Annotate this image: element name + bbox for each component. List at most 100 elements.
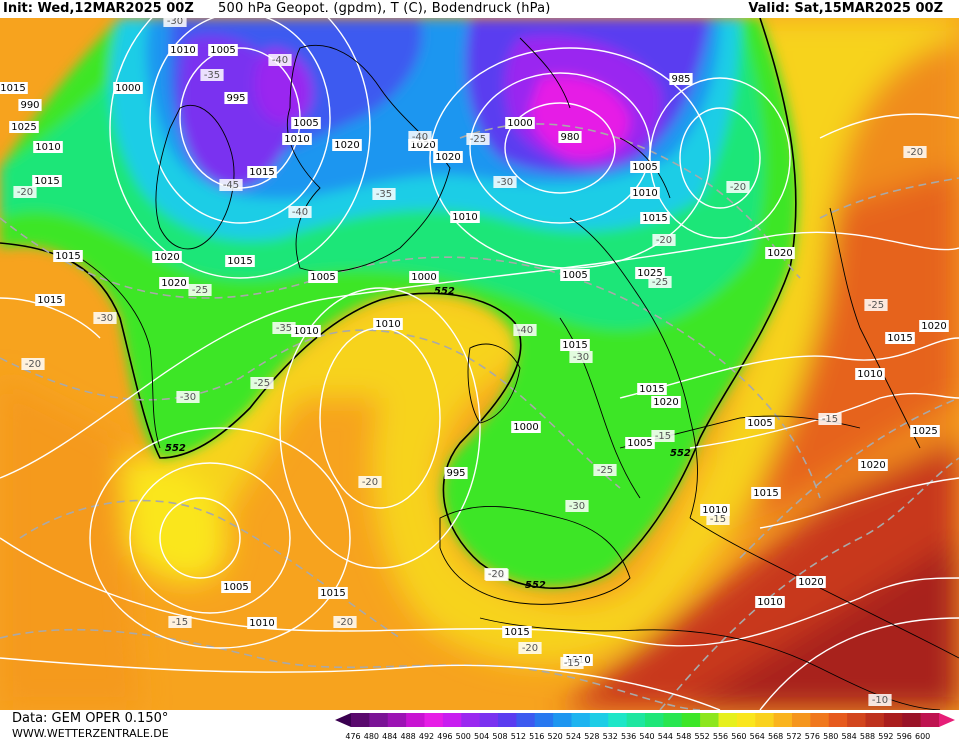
contour-552 [0, 18, 797, 589]
isobar-label-bg [558, 131, 582, 143]
isotherm-label: -20 [907, 147, 923, 158]
isotherm-label: -30 [180, 392, 196, 403]
colorbar-swatch [773, 713, 793, 727]
isotherm-label-bg [868, 694, 892, 706]
isobar-label-bg [208, 44, 238, 56]
isobar-label-bg [755, 596, 785, 608]
isobar-label-bg [332, 139, 362, 151]
colorbar-tick-label: 596 [897, 732, 912, 741]
colorbar-tick-label: 576 [805, 732, 820, 741]
label-552: 552 [525, 580, 546, 591]
isobar-label: 1000 [507, 118, 532, 129]
isotherm-label-bg [818, 413, 842, 425]
isobar-label-bg [751, 487, 781, 499]
colorbar-tick-label: 600 [915, 732, 930, 741]
isobar-label: 1010 [284, 134, 309, 145]
isobar-label-bg [33, 141, 63, 153]
isobar-label: 1015 [249, 167, 274, 178]
isotherm-label: -30 [497, 177, 513, 188]
isobar-label-bg [796, 576, 826, 588]
colorbar-swatch [571, 713, 591, 727]
colorbar-swatch [736, 713, 756, 727]
isotherm-label-bg [466, 133, 490, 145]
isobar-label-bg [625, 437, 655, 449]
colorbar-swatch [792, 713, 811, 727]
isobar-label-bg [765, 247, 795, 259]
header: Init: Wed,12MAR2025 00Z 500 hPa Geopot. … [0, 0, 959, 18]
colorbar-swatch [920, 713, 940, 727]
isobar-label: 1010 [249, 618, 274, 629]
isotherm-label-bg [176, 391, 200, 403]
isotherm-label: -35 [204, 70, 220, 81]
colorbar-swatch [645, 713, 664, 727]
isobar-label: 1005 [562, 270, 587, 281]
isobar-label: 1020 [767, 248, 792, 259]
colorbar-swatch [626, 713, 646, 727]
colorbar-swatch [847, 713, 866, 727]
isobar-label: 1020 [154, 252, 179, 263]
isotherm-label: -30 [573, 352, 589, 363]
isotherm-label-bg [706, 513, 730, 525]
isotherm-label-bg [493, 176, 517, 188]
colorbar-tick-label: 532 [603, 732, 618, 741]
isobar-label: 995 [226, 93, 245, 104]
isobar-label: 1020 [410, 140, 435, 151]
colorbar-tick-label: 512 [511, 732, 526, 741]
isobar-label: 1010 [293, 326, 318, 337]
isotherm-label-bg [163, 18, 187, 27]
isotherm-label: -15 [172, 617, 188, 628]
colorbar-tick-label: 524 [566, 732, 581, 741]
isotherm-label: -15 [655, 431, 671, 442]
isobar-label-bg [444, 467, 468, 479]
colorbar-tick-label: 496 [437, 732, 452, 741]
colorbar-tick-label: 484 [382, 732, 397, 741]
colorbar-swatch [553, 713, 572, 727]
colorbar-swatch [883, 713, 903, 727]
colorbar-swatch [498, 713, 517, 727]
colorbar-swatch [442, 713, 462, 727]
isobar-label-bg [373, 318, 403, 330]
isotherm-label-bg [219, 179, 243, 191]
isobar-label: 1015 [320, 588, 345, 599]
isobar-label: 1015 [34, 176, 59, 187]
isotherm-label: -25 [652, 277, 668, 288]
isobar-label-bg [247, 617, 277, 629]
isotherm-label-bg [333, 616, 357, 628]
isobar-label-bg [910, 425, 940, 437]
isotherm-label-bg [648, 276, 672, 288]
isobar-label-bg [745, 417, 775, 429]
isobar-label-bg [433, 151, 463, 163]
isobar-label: 1015 [753, 488, 778, 499]
colorbar-tick-label: 552 [694, 732, 709, 741]
isotherm-label-bg [168, 616, 192, 628]
colorbar-tick-label: 536 [621, 732, 636, 741]
isotherm-label-bg [188, 284, 212, 296]
chart-title: 500 hPa Geopot. (gpdm), T (C), Bodendruc… [218, 1, 551, 16]
footer: Data: GEM OPER 0.150° WWW.WETTERZENTRALE… [0, 710, 959, 741]
isobar-label: 1025 [11, 122, 36, 133]
isobar-label: 1020 [921, 321, 946, 332]
label-552: 552 [670, 448, 691, 459]
isobar-label: 1015 [639, 384, 664, 395]
colorbar-tick-label: 520 [547, 732, 562, 741]
website-link[interactable]: WWW.WETTERZENTRALE.DE [12, 727, 169, 740]
colorbar-tick-label: 556 [713, 732, 728, 741]
isotherm-label-bg [569, 351, 593, 363]
colorbar-swatch [369, 713, 389, 727]
isotherm-label: -25 [254, 378, 270, 389]
isobar-label: 1010 [702, 505, 727, 516]
isotherm-label-bg [408, 131, 432, 143]
init-time: Init: Wed,12MAR2025 00Z [3, 1, 194, 16]
isobar-label: 1005 [632, 162, 657, 173]
isobar-label: 1010 [632, 188, 657, 199]
label-552: 552 [165, 443, 186, 454]
isobar-label: 1015 [37, 295, 62, 306]
isotherm-label-bg [513, 324, 537, 336]
isobar-label-bg [221, 581, 251, 593]
isotherm-label: -25 [192, 285, 208, 296]
isobar-label-bg [669, 73, 693, 85]
colorbar-swatch [351, 713, 370, 727]
colorbar-swatch [828, 713, 848, 727]
isobar-label: 1015 [562, 340, 587, 351]
isotherm-label: -25 [868, 300, 884, 311]
